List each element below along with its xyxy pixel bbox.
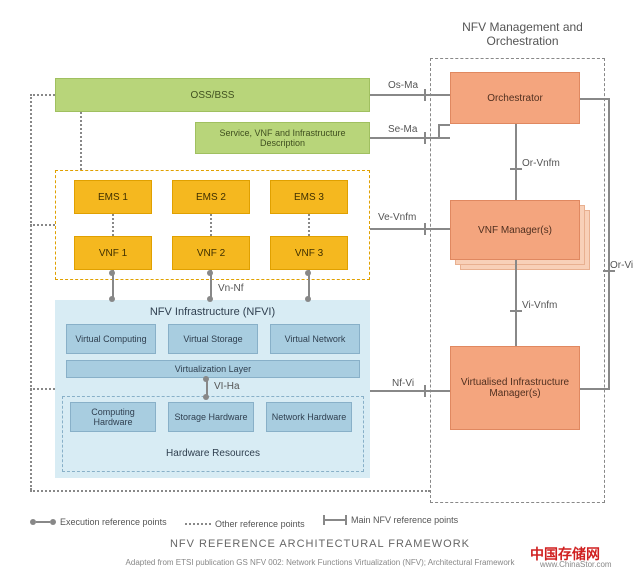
dot [207, 296, 213, 302]
tick [510, 310, 522, 312]
vnf3-block: VNF 3 [270, 236, 348, 270]
conn-line [438, 124, 440, 138]
mano-container [430, 58, 605, 503]
tick [510, 168, 522, 170]
hwstor-block: Storage Hardware [168, 402, 254, 432]
vevnfm-label: Ve-Vnfm [378, 212, 416, 223]
conn-line [30, 94, 55, 96]
vnnf-label: Vn-Nf [218, 283, 244, 294]
vnfm-block: VNF Manager(s) [450, 200, 580, 260]
watermark-url: www.ChinaStor.com [540, 560, 612, 569]
vnf2-block: VNF 2 [172, 236, 250, 270]
dot [109, 296, 115, 302]
conn-line [30, 94, 32, 490]
conn-line [580, 388, 610, 390]
vstorage-block: Virtual Storage [168, 324, 258, 354]
dot [109, 270, 115, 276]
conn-line [608, 98, 610, 388]
conn-line [370, 228, 450, 230]
conn-line [210, 214, 212, 236]
conn-line [370, 390, 450, 392]
tick [424, 223, 426, 235]
conn-line [438, 124, 450, 126]
dot [305, 270, 311, 276]
dot [203, 376, 209, 382]
osma-label: Os-Ma [388, 80, 418, 91]
legend-main: Main NFV reference points [323, 515, 458, 525]
vnf1-block: VNF 1 [74, 236, 152, 270]
ems3-block: EMS 3 [270, 180, 348, 214]
viha-label: VI-Ha [214, 381, 240, 392]
virtlayer-block: Virtualization Layer [66, 360, 360, 378]
conn-line [30, 388, 55, 390]
conn-line [30, 490, 430, 492]
conn-line [515, 124, 517, 200]
conn-line [308, 214, 310, 236]
hwcomp-block: Computing Hardware [70, 402, 156, 432]
legend: Execution reference points Other referen… [30, 512, 610, 530]
tick [424, 89, 426, 101]
orchestrator-block: Orchestrator [450, 72, 580, 124]
conn-line [515, 260, 517, 346]
ems1-block: EMS 1 [74, 180, 152, 214]
orvnfm-label: Or-Vnfm [522, 158, 560, 169]
conn-line [370, 94, 450, 96]
dot [207, 270, 213, 276]
nfvi-label: Nf-Vi [392, 378, 414, 389]
legend-exec: Execution reference points [30, 517, 167, 527]
service-desc-block: Service, VNF and Infrastructure Descript… [195, 122, 370, 154]
sema-label: Se-Ma [388, 124, 417, 135]
ems2-block: EMS 2 [172, 180, 250, 214]
tick [603, 270, 615, 272]
vim-block: Virtualised Infrastructure Manager(s) [450, 346, 580, 430]
tick [424, 132, 426, 144]
dot [203, 394, 209, 400]
conn-line [80, 112, 82, 170]
dot [305, 296, 311, 302]
legend-other: Other reference points [185, 519, 305, 529]
conn-line [112, 214, 114, 236]
vcomputing-block: Virtual Computing [66, 324, 156, 354]
vnetwork-block: Virtual Network [270, 324, 360, 354]
vivnfm-label: Vi-Vnfm [522, 300, 557, 311]
conn-line [30, 224, 55, 226]
nfvi-title: NFV Infrastructure (NFVI) [55, 306, 370, 318]
hwres-label: Hardware Resources [62, 448, 364, 459]
mano-title: NFV Management and Orchestration [435, 20, 610, 48]
hwnet-block: Network Hardware [266, 402, 352, 432]
conn-line [580, 98, 610, 100]
tick [424, 385, 426, 397]
ossbss-block: OSS/BSS [55, 78, 370, 112]
